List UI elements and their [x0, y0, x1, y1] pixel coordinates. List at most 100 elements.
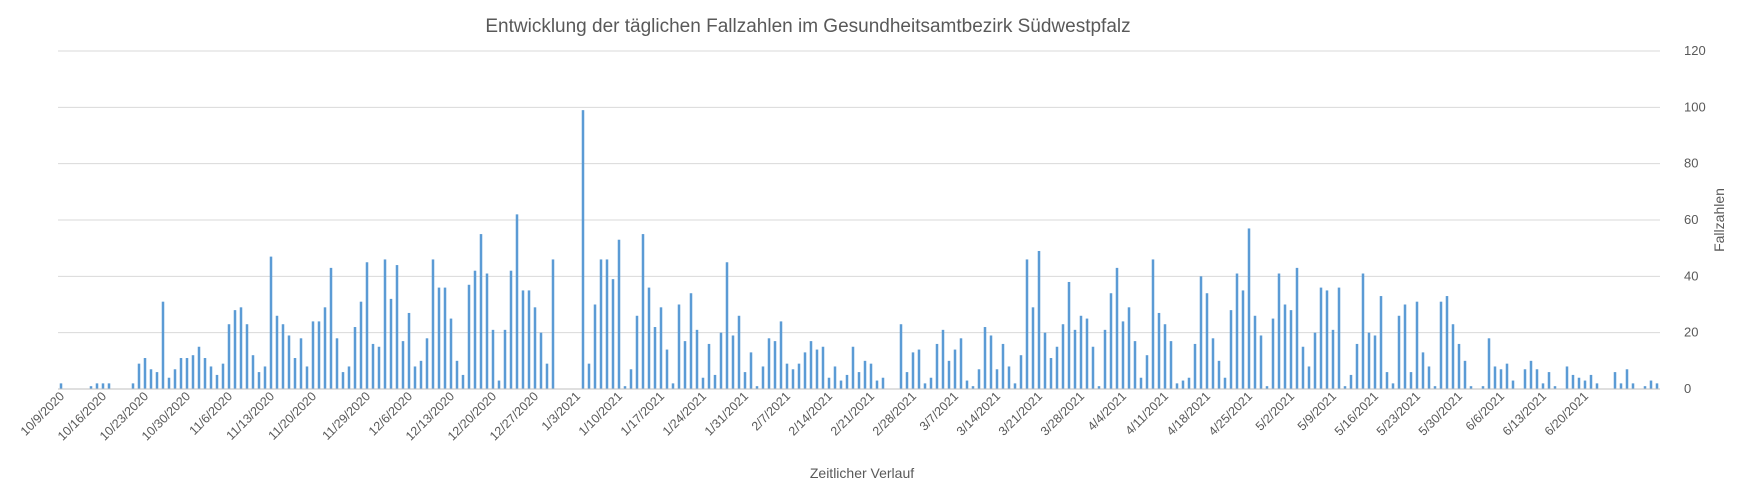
- bar: [875, 380, 879, 389]
- bar: [1295, 267, 1299, 389]
- bar: [335, 338, 339, 389]
- bar: [269, 256, 273, 389]
- bar: [599, 259, 603, 389]
- bar: [173, 369, 177, 389]
- bar: [1247, 228, 1251, 389]
- bar: [1469, 386, 1473, 389]
- bar: [1409, 372, 1413, 389]
- bar: [821, 346, 825, 389]
- bar: [1265, 386, 1269, 389]
- bar: [371, 343, 375, 389]
- bar: [713, 374, 717, 389]
- bar: [653, 327, 657, 389]
- bar: [485, 273, 489, 389]
- x-tick-label: 6/13/2021: [1500, 389, 1549, 438]
- bar: [857, 372, 861, 389]
- bar: [425, 338, 429, 389]
- bar: [365, 262, 369, 389]
- y-tick-label: 80: [1684, 156, 1698, 171]
- bar: [1133, 341, 1137, 389]
- bar: [203, 358, 207, 389]
- bar: [1091, 346, 1095, 389]
- bar: [389, 298, 393, 389]
- bar: [1181, 380, 1185, 389]
- x-tick-label: 1/10/2021: [576, 389, 625, 438]
- bar: [1103, 329, 1107, 389]
- bar: [1241, 290, 1245, 389]
- bar: [965, 380, 969, 389]
- bar: [275, 315, 279, 389]
- bar: [623, 386, 627, 389]
- bar: [503, 329, 507, 389]
- bar: [1391, 383, 1395, 389]
- bar: [761, 366, 765, 389]
- bar: [773, 341, 777, 389]
- bar: [1583, 380, 1587, 389]
- bar: [1229, 310, 1233, 389]
- bar: [629, 369, 633, 389]
- bar: [419, 360, 423, 389]
- bar: [1493, 366, 1497, 389]
- bar: [257, 372, 261, 389]
- bar: [533, 307, 537, 389]
- bar: [959, 338, 963, 389]
- bar: [785, 363, 789, 389]
- bar: [665, 349, 669, 389]
- bar: [161, 301, 165, 389]
- bar: [293, 358, 297, 389]
- bar: [155, 372, 159, 389]
- bar: [1379, 296, 1383, 389]
- bar: [1007, 366, 1011, 389]
- bar: [515, 214, 519, 389]
- bar: [1349, 374, 1353, 389]
- y-tick-label: 40: [1684, 268, 1698, 283]
- x-tick-label: 3/28/2021: [1038, 389, 1087, 438]
- bar: [539, 332, 543, 389]
- bar: [221, 363, 225, 389]
- bar: [749, 352, 753, 389]
- bar: [1055, 346, 1059, 389]
- bar: [215, 374, 219, 389]
- bar: [143, 358, 147, 389]
- bar: [1073, 329, 1077, 389]
- bar: [1127, 307, 1131, 389]
- bar: [1613, 372, 1617, 389]
- bar: [1193, 343, 1197, 389]
- bar: [449, 318, 453, 389]
- x-tick-label: 2/14/2021: [786, 389, 835, 438]
- bar: [131, 383, 135, 389]
- bar: [1331, 329, 1335, 389]
- bar: [1205, 293, 1209, 389]
- bar: [1115, 267, 1119, 389]
- bar: [149, 369, 153, 389]
- bar: [401, 341, 405, 389]
- bar: [899, 324, 903, 389]
- bar: [1013, 383, 1017, 389]
- bar: [1457, 343, 1461, 389]
- bar: [359, 301, 363, 389]
- bar: [683, 341, 687, 389]
- bar: [527, 290, 531, 389]
- bars: [59, 110, 1659, 390]
- bar: [491, 329, 495, 389]
- bar: [1145, 355, 1149, 389]
- bar: [1085, 318, 1089, 389]
- bar: [299, 338, 303, 389]
- bar: [1361, 273, 1365, 389]
- x-tick-label: 5/2/2021: [1253, 389, 1297, 433]
- bar: [719, 332, 723, 389]
- x-tick-label: 2/28/2021: [870, 389, 919, 438]
- bar: [1289, 310, 1293, 389]
- bar: [1343, 386, 1347, 389]
- bar: [641, 234, 645, 389]
- bar: [287, 335, 291, 389]
- bar: [233, 310, 237, 389]
- bar: [1067, 281, 1071, 389]
- bar: [725, 262, 729, 389]
- bar: [1427, 366, 1431, 389]
- x-axis-label: Zeitlicher Verlauf: [810, 465, 914, 481]
- bar: [791, 369, 795, 389]
- bar: [1253, 315, 1257, 389]
- bar: [1169, 341, 1173, 389]
